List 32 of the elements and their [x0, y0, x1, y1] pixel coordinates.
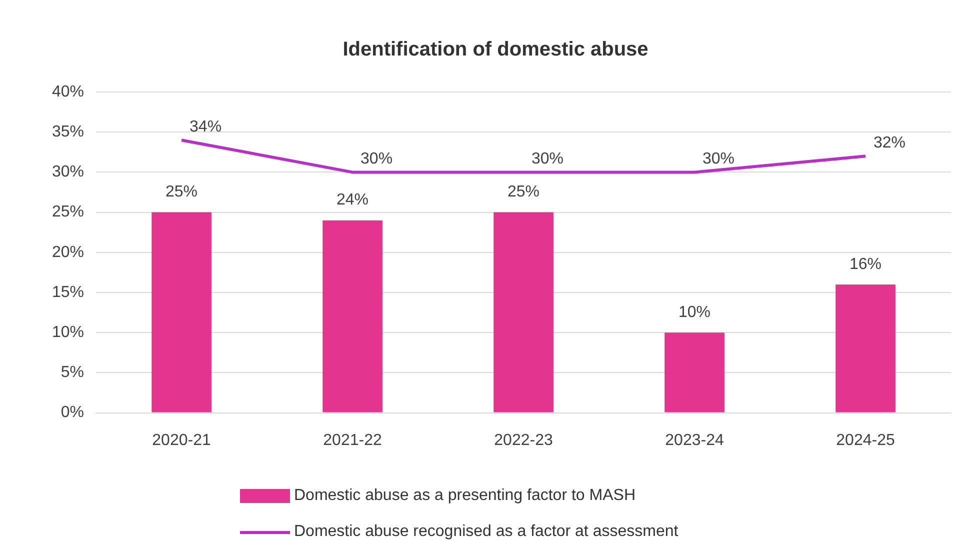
chart-title: Identification of domestic abuse [342, 38, 648, 61]
x-tick-label: 2023-24 [665, 432, 724, 449]
data-label: 34% [190, 118, 222, 136]
y-tick-label: 40% [52, 83, 84, 100]
data-label: 30% [532, 150, 564, 168]
legend-label: Domestic abuse recognised as a factor at assessment [294, 523, 678, 541]
y-tick-label: 35% [52, 124, 84, 141]
x-tick-label: 2020-21 [152, 432, 211, 449]
y-tick-label: 5% [60, 364, 84, 382]
y-tick-label: 15% [52, 284, 84, 301]
data-label: 25% [166, 184, 198, 201]
y-tick-label: 0% [60, 404, 84, 422]
x-tick-label: 2021-22 [323, 432, 382, 449]
y-tick-label: 25% [52, 204, 84, 221]
bar [664, 332, 724, 412]
y-tick-label: 30% [52, 164, 84, 181]
legend-label: Domestic abuse as a presenting factor to MASH [294, 487, 636, 505]
data-label: 10% [678, 304, 711, 322]
bar [152, 212, 212, 412]
x-tick-label: 2022-23 [494, 432, 553, 449]
data-label: 30% [360, 150, 393, 168]
y-tick-label: 10% [52, 324, 84, 342]
data-label: 25% [507, 184, 540, 201]
data-label: 32% [874, 134, 906, 152]
bar [836, 284, 896, 412]
x-tick-label: 2024-25 [836, 432, 895, 449]
bar [322, 220, 382, 412]
data-label: 24% [336, 192, 369, 209]
y-tick-label: 20% [52, 244, 84, 261]
bar [494, 212, 554, 412]
data-label: 16% [849, 256, 882, 273]
data-label: 30% [702, 150, 735, 168]
